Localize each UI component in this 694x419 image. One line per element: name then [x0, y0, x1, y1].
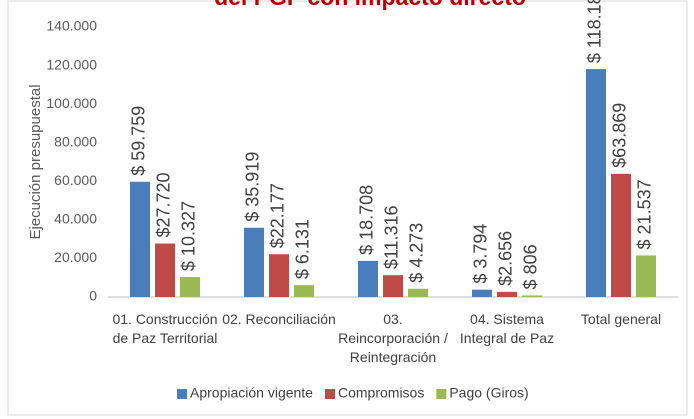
data-label: $ 118.180	[585, 0, 605, 63]
bar	[244, 227, 264, 297]
legend-swatch	[177, 389, 187, 399]
bar	[155, 243, 175, 297]
bar	[522, 295, 542, 297]
y-tick-label: 20.000	[54, 249, 97, 265]
legend-label: Apropiación vigente	[190, 385, 313, 401]
data-label: $ 6.131	[293, 219, 313, 279]
bar	[497, 291, 517, 297]
legend-swatch	[324, 389, 335, 399]
bar	[636, 255, 656, 297]
y-tick-label: 40.000	[54, 211, 97, 227]
data-label: $ 21.537	[635, 179, 655, 249]
data-label: $ 35.919	[243, 152, 263, 222]
y-tick-label: 140.000	[46, 18, 97, 34]
data-label: $22.177	[268, 183, 288, 248]
legend-label: Pago (Giros)	[449, 385, 528, 401]
legend-swatch	[436, 389, 447, 399]
data-label: $63.869	[610, 103, 630, 168]
bar	[586, 69, 606, 298]
y-axis-label: Ejecución presupuestal	[27, 84, 44, 239]
y-tick-label: 60.000	[54, 172, 97, 188]
legend-label: Compromisos	[338, 385, 424, 401]
bar	[180, 277, 200, 297]
data-label: $ 59.759	[129, 106, 149, 176]
bar	[358, 260, 378, 297]
y-tick-label: 0	[89, 288, 97, 304]
bar	[294, 285, 314, 297]
bar	[408, 288, 428, 297]
x-tick-label: 01. Construcción de Paz Territorial	[112, 311, 218, 346]
y-tick-label: 100.000	[46, 95, 97, 111]
data-label: $27.720	[154, 172, 174, 237]
x-tick-label: 04. Sistema Integral de Paz	[459, 311, 555, 346]
bar	[611, 173, 631, 297]
bar	[472, 289, 492, 297]
y-tick-label: 80.000	[54, 133, 97, 149]
chart-border	[7, 0, 688, 416]
data-label: $ 18.708	[357, 185, 377, 255]
data-label: $ 806	[521, 244, 541, 289]
x-tick-label: Total general	[580, 311, 662, 327]
x-tick-label: 02. Reconciliación	[222, 311, 336, 327]
data-label: $ 3.794	[471, 224, 491, 284]
x-tick-label: 03. Reincorporación / Reintegración	[338, 311, 448, 365]
chart-title: del PGF con impacto directo	[214, 0, 526, 10]
data-label: $ 10.327	[179, 201, 199, 271]
bar	[383, 275, 403, 297]
data-label: $11.316	[382, 205, 402, 269]
y-tick-label: 120.000	[46, 56, 97, 72]
bar	[269, 254, 289, 297]
data-label: $ 4.273	[407, 223, 427, 283]
bar	[130, 181, 150, 297]
data-label: $2.656	[496, 231, 516, 286]
